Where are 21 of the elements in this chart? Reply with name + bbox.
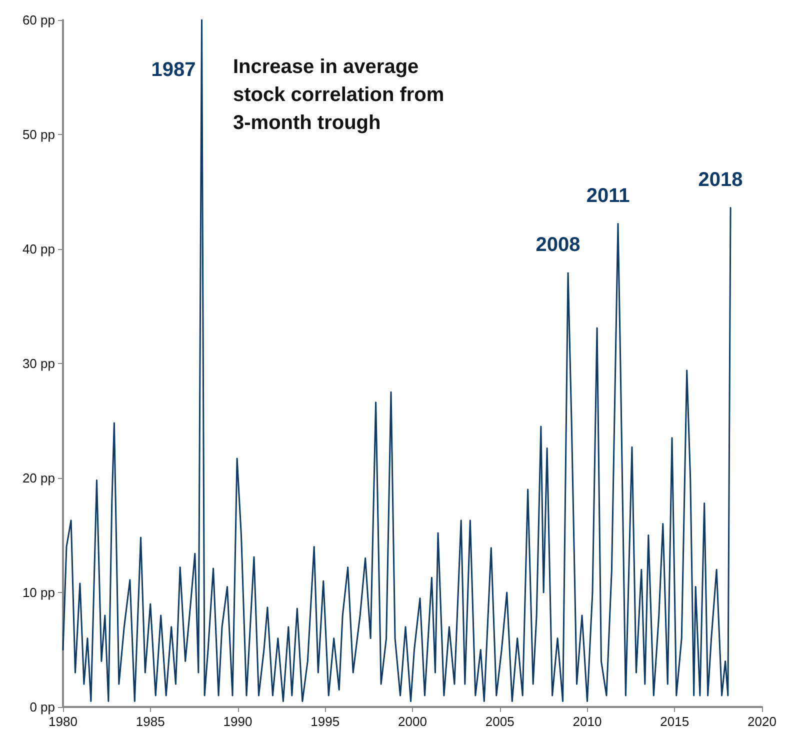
text: Increase in average stock correlation from 3-month trough [233, 56, 450, 134]
annotation: 2008 [536, 234, 580, 256]
x-tick-label: 1995 [310, 714, 340, 729]
x-tick-label: 2010 [572, 714, 602, 729]
y-tick-label: 0 pp [30, 700, 55, 714]
x-tick-label: 2005 [485, 714, 514, 729]
x-tick-label: 1980 [48, 714, 78, 729]
y-tick-label: 20 pp [22, 470, 55, 486]
x-tick-label: 2020 [748, 714, 776, 729]
annotation: 2011 [586, 184, 630, 207]
x-tick-label: 2015 [660, 714, 690, 729]
x-tick-label: 1990 [223, 714, 252, 729]
x-tick-label: 2000 [398, 714, 427, 729]
y-tick-label: 60 pp [22, 12, 55, 28]
annotation: 2018 [698, 168, 743, 191]
y-tick-label: 40 pp [22, 242, 55, 256]
y-tick-label: 50 pp [22, 127, 55, 142]
x-tick-label: 1985 [136, 714, 165, 729]
y-tick-label: 10 pp [22, 585, 55, 600]
y-tick-label: 30 pp [22, 356, 55, 371]
annotation: 1987 [151, 59, 196, 81]
